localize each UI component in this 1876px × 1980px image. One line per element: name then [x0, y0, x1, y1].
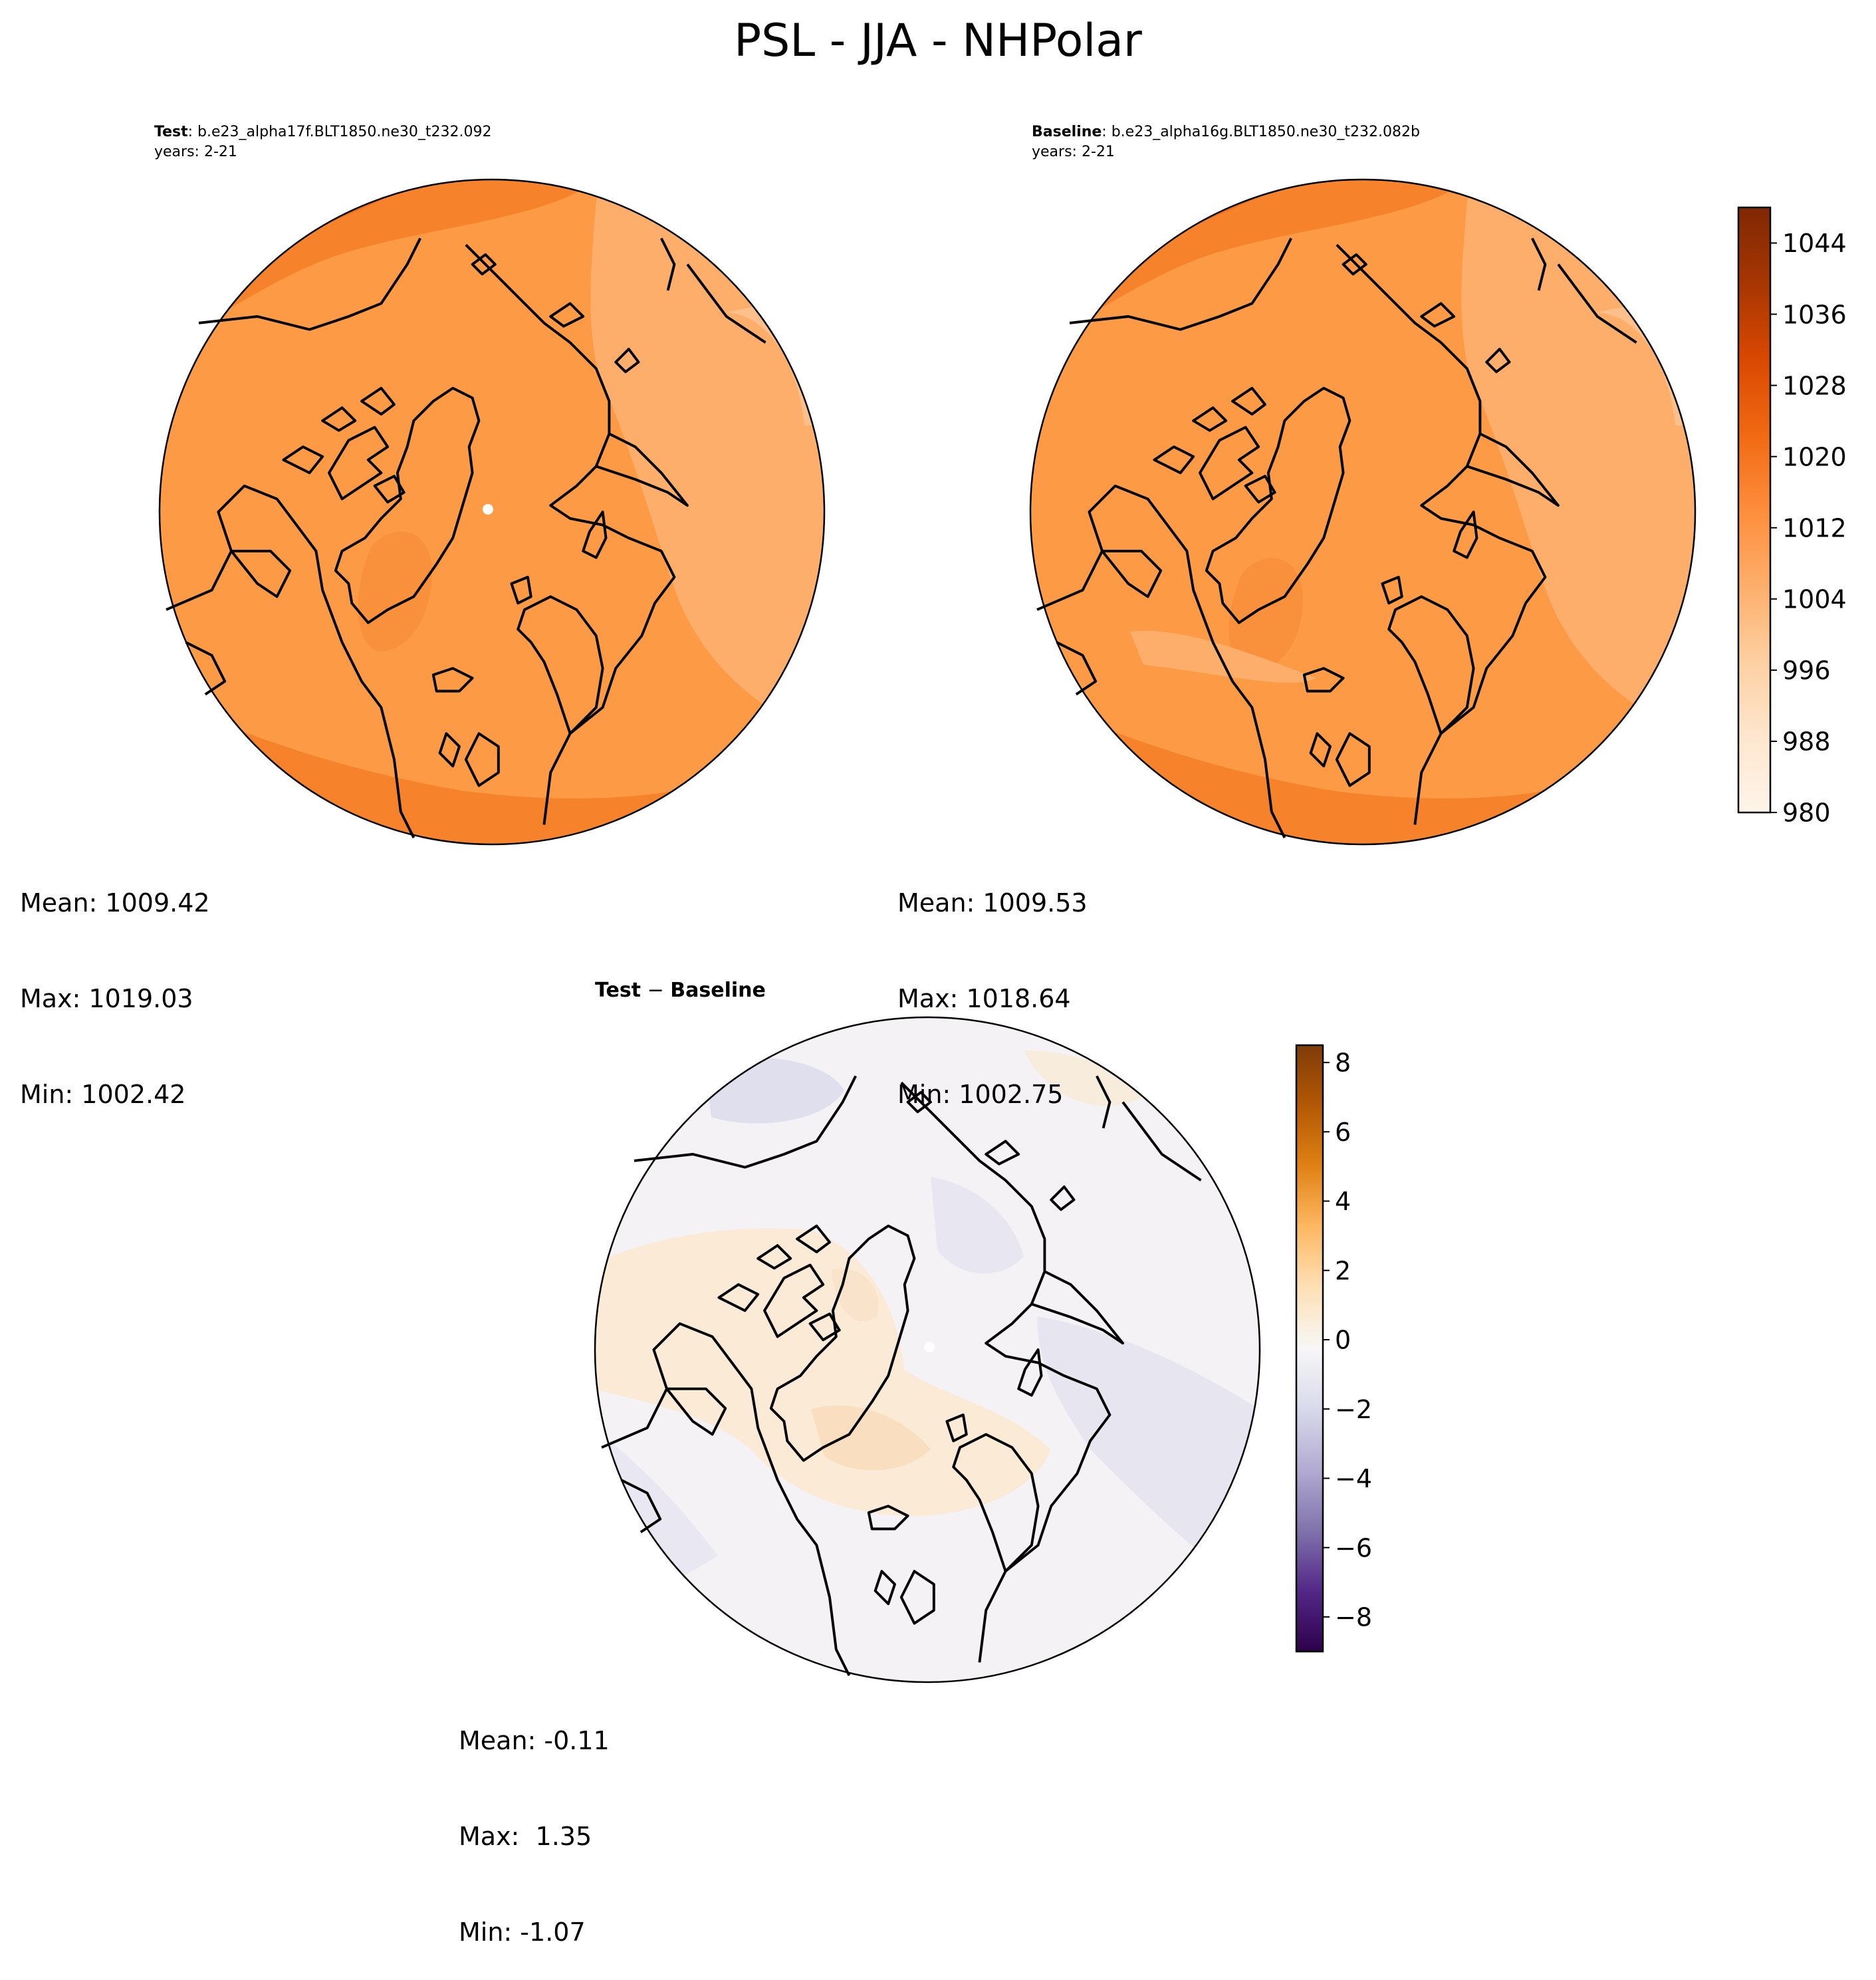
test-label: Test — [154, 124, 188, 140]
colorbar-difference-tick-label: −6 — [1335, 1533, 1372, 1562]
diff-panel-title: Test − Baseline — [595, 979, 766, 1002]
diff-pole-marker — [924, 1342, 935, 1352]
test-pole-marker — [483, 504, 493, 515]
diff-min: Min: -1.07 — [459, 1918, 586, 1947]
colorbar-absolute-tick-label: 988 — [1782, 727, 1831, 757]
baseline-case-name: : b.e23_alpha16g.BLT1850.ne30_t232.082b — [1102, 124, 1420, 140]
baseline-label: Baseline — [1032, 124, 1102, 140]
colorbar-difference: −8 −6 −4 −2 0 2 4 6 8 — [1295, 1044, 1372, 1653]
colorbar-absolute-tick-label: 996 — [1782, 656, 1831, 685]
test-case-caption: Test: b.e23_alpha17f.BLT1850.ne30_t232.0… — [154, 124, 491, 140]
diff-title-test: Test — [595, 979, 642, 1002]
test-min: Min: 1002.42 — [20, 1080, 186, 1109]
colorbar-difference-bar — [1295, 1044, 1324, 1653]
colorbar-absolute-tick-label: 1020 — [1782, 442, 1847, 471]
baseline-case-caption: Baseline: b.e23_alpha16g.BLT1850.ne30_t2… — [1032, 124, 1420, 140]
baseline-stats: Mean: 1009.53 Max: 1018.64 Min: 1002.75 — [897, 823, 1088, 1142]
colorbar-absolute-tick-label: 1004 — [1782, 585, 1847, 614]
colorbar-difference-tick-label: −4 — [1335, 1464, 1372, 1493]
colorbar-absolute-tick-label: 1028 — [1782, 371, 1847, 400]
test-max: Max: 1019.03 — [20, 984, 193, 1013]
colorbar-difference-tick-label: 2 — [1335, 1256, 1351, 1285]
baseline-max: Max: 1018.64 — [897, 984, 1071, 1013]
colorbar-difference-tick-label: 4 — [1335, 1187, 1351, 1216]
colorbar-difference-tick-label: −8 — [1335, 1603, 1372, 1632]
diff-title-baseline: Baseline — [670, 979, 766, 1002]
colorbar-absolute: 980 988 996 1004 1012 1020 1028 1036 1044 — [1737, 206, 1847, 828]
colorbar-absolute-tick-label: 980 — [1782, 799, 1831, 828]
diff-max: Max: 1.35 — [459, 1822, 592, 1851]
colorbar-absolute-tick-label: 1036 — [1782, 300, 1847, 329]
test-map-boundary — [158, 178, 826, 846]
diff-title-sep: − — [641, 979, 671, 1002]
test-map — [158, 178, 826, 846]
baseline-years: years: 2-21 — [1032, 144, 1115, 160]
colorbar-difference-tick-label: 6 — [1335, 1118, 1351, 1147]
baseline-min: Min: 1002.75 — [897, 1080, 1064, 1109]
colorbar-absolute-tick-label: 1044 — [1782, 229, 1847, 258]
test-mean: Mean: 1009.42 — [20, 888, 210, 918]
colorbar-difference-tick-label: −2 — [1335, 1395, 1372, 1424]
baseline-mean: Mean: 1009.53 — [897, 888, 1088, 918]
diff-mean: Mean: -0.11 — [459, 1726, 610, 1755]
colorbar-absolute-tick-label: 1012 — [1782, 513, 1847, 543]
test-case-name: : b.e23_alpha17f.BLT1850.ne30_t232.092 — [187, 124, 492, 140]
test-years: years: 2-21 — [154, 144, 237, 160]
test-stats: Mean: 1009.42 Max: 1019.03 Min: 1002.42 — [20, 823, 210, 1142]
colorbar-difference-tick-label: 0 — [1335, 1326, 1351, 1355]
baseline-map — [1029, 178, 1697, 846]
figure-title: PSL - JJA - NHPolar — [734, 15, 1142, 67]
baseline-map-boundary — [1029, 178, 1697, 846]
colorbar-absolute-bar — [1737, 206, 1772, 814]
diff-stats: Mean: -0.11 Max: 1.35 Min: -1.07 — [459, 1661, 610, 1980]
colorbar-difference-tick-label: 8 — [1335, 1049, 1351, 1078]
diff-map-boundary — [594, 1016, 1261, 1683]
